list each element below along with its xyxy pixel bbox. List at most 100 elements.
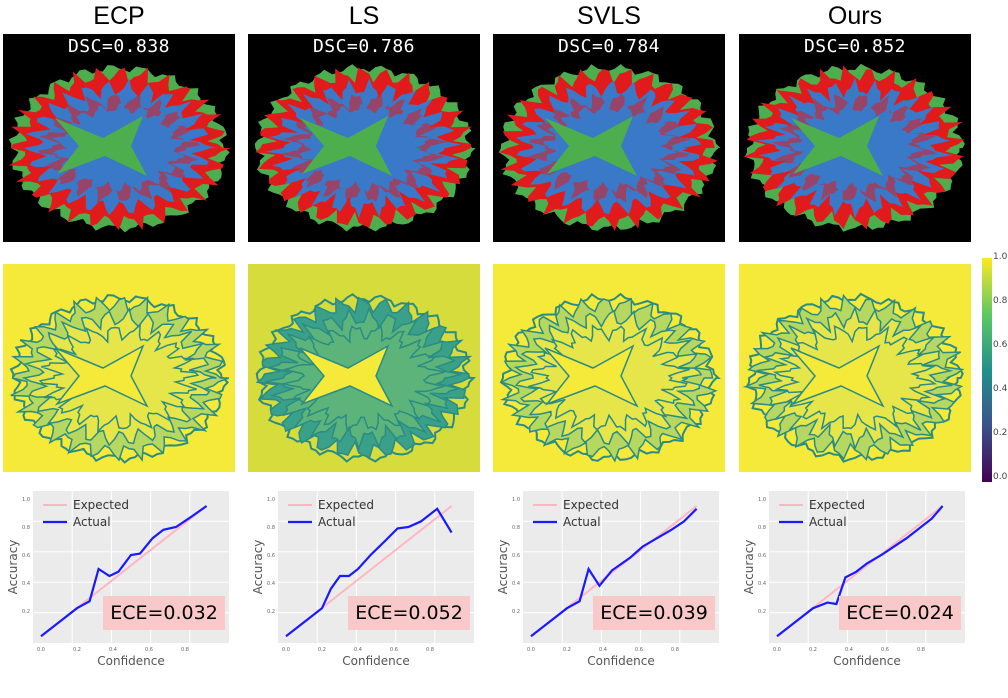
y-axis-label: Accuracy bbox=[6, 540, 20, 595]
dsc-score: DSC=0.784 bbox=[557, 36, 661, 57]
confidence-ventricle bbox=[790, 344, 885, 408]
method-title: ECP bbox=[93, 2, 145, 30]
panel-svls: SVLS DSC=0.784 Expected Actual 0.0 0.2 0.4 0.… bbox=[493, 0, 725, 698]
x-tick-label: 0.4 bbox=[109, 647, 117, 653]
brain-confidence-image bbox=[499, 292, 721, 463]
method-title: Ours bbox=[827, 2, 883, 30]
actual-line bbox=[530, 508, 698, 638]
y-axis-label: Accuracy bbox=[496, 540, 510, 595]
brain-segmentation-image bbox=[8, 65, 231, 233]
dsc-score: DSC=0.838 bbox=[67, 36, 171, 57]
ece-score: ECE=0.032 bbox=[103, 596, 225, 630]
x-tick-label: 0.8 bbox=[426, 647, 434, 653]
x-tick-label: 0.0 bbox=[527, 647, 535, 653]
confidence-ventricle bbox=[299, 344, 394, 408]
y-tick-label: 0.2 bbox=[758, 609, 766, 615]
legend-expected-label: Expected bbox=[563, 498, 619, 512]
legend-expected-label: Expected bbox=[809, 498, 865, 512]
y-tick-label: 1.0 bbox=[512, 497, 520, 503]
x-axis-label: Confidence bbox=[342, 654, 409, 668]
actual-line bbox=[285, 507, 453, 638]
y-tick-label: 0.6 bbox=[512, 553, 520, 559]
confidence-map bbox=[493, 264, 725, 472]
actual-line bbox=[40, 505, 208, 638]
brain-confidence-image bbox=[742, 292, 965, 463]
actual-line bbox=[776, 505, 944, 638]
confidence-ventricle bbox=[54, 344, 149, 408]
brain-ventricle-region bbox=[300, 116, 392, 176]
y-tick-label: 0.2 bbox=[512, 609, 520, 615]
legend-expected-label: Expected bbox=[318, 498, 374, 512]
brain-ventricle-region bbox=[545, 116, 637, 176]
colorbar-tick: 0.8 bbox=[993, 296, 1008, 306]
confidence-ventricle bbox=[544, 344, 639, 408]
x-axis-label: Confidence bbox=[97, 654, 164, 668]
reliability-plot: Expected Actual 0.0 0.2 0.4 0.6 0.8 0.2 0.4 0.6 0.… bbox=[496, 491, 719, 668]
ece-score: ECE=0.052 bbox=[348, 596, 470, 630]
x-tick-label: 0.0 bbox=[282, 647, 290, 653]
method-title: SVLS bbox=[577, 2, 641, 30]
dsc-score: DSC=0.852 bbox=[803, 36, 907, 57]
x-tick-label: 0.8 bbox=[671, 647, 679, 653]
colorbar-tick: 0.2 bbox=[993, 428, 1008, 438]
x-tick-label: 0.6 bbox=[881, 647, 889, 653]
y-axis-label: Accuracy bbox=[742, 540, 756, 595]
x-tick-label: 0.0 bbox=[773, 647, 781, 653]
colorbar-tick: 0.4 bbox=[993, 384, 1008, 394]
y-tick-label: 0.4 bbox=[512, 581, 520, 587]
colorbar-tick: 0.0 bbox=[993, 472, 1008, 482]
confidence-map bbox=[3, 264, 235, 472]
x-tick-label: 0.0 bbox=[37, 647, 45, 653]
brain-segmentation-image bbox=[254, 64, 476, 232]
x-tick-label: 0.6 bbox=[635, 647, 643, 653]
x-axis-label: Confidence bbox=[587, 654, 654, 668]
brain-ventricle-region bbox=[791, 116, 883, 176]
confidence-inner-band bbox=[772, 325, 938, 431]
colorbar-tick: 1.0 bbox=[993, 252, 1008, 262]
y-tick-label: 0.8 bbox=[22, 525, 30, 531]
panel-ours: Ours DSC=0.852 Expected Actual 0.0 0.2 0.4 0.… bbox=[739, 0, 971, 698]
brain-ventricle-region bbox=[55, 116, 147, 176]
segmentation-map: DSC=0.852 bbox=[739, 34, 971, 242]
x-tick-label: 0.2 bbox=[809, 647, 817, 653]
y-tick-label: 0.8 bbox=[758, 525, 766, 531]
legend-actual-label: Actual bbox=[318, 515, 356, 529]
reliability-diagram: Expected Actual 0.0 0.2 0.4 0.6 0.8 0.2 0.4 0.6 0.… bbox=[493, 483, 725, 673]
reliability-diagram: Expected Actual 0.0 0.2 0.4 0.6 0.8 0.2 0.4 0.6 0.… bbox=[739, 483, 971, 673]
panel-ecp: ECP DSC=0.838 Expected Actual 0.0 0.2 0.4 0.6… bbox=[3, 0, 235, 698]
x-axis-label: Confidence bbox=[833, 654, 900, 668]
confidence-outline bbox=[9, 294, 230, 464]
brain-confidence-image bbox=[9, 294, 230, 464]
ece-score: ECE=0.024 bbox=[839, 596, 961, 630]
legend-actual-label: Actual bbox=[73, 515, 111, 529]
x-tick-label: 0.6 bbox=[145, 647, 153, 653]
confidence-map bbox=[248, 264, 480, 472]
colorbar bbox=[982, 258, 992, 482]
x-tick-label: 0.2 bbox=[318, 647, 326, 653]
reliability-diagram: Expected Actual 0.0 0.2 0.4 0.6 0.8 0.2 0.4 0.6 0.… bbox=[3, 483, 235, 673]
x-tick-label: 0.4 bbox=[354, 647, 362, 653]
y-tick-label: 1.0 bbox=[267, 497, 275, 503]
panel-ls: LS DSC=0.786 Expected Actual 0.0 0.2 0.4 0.6 0… bbox=[248, 0, 480, 698]
confidence-inner-band bbox=[282, 323, 446, 433]
legend-actual-label: Actual bbox=[809, 515, 847, 529]
x-tick-label: 0.4 bbox=[845, 647, 853, 653]
reliability-plot: Expected Actual 0.0 0.2 0.4 0.6 0.8 0.2 0.4 0.6 0.… bbox=[742, 491, 965, 668]
y-tick-label: 0.6 bbox=[758, 553, 766, 559]
confidence-outline bbox=[499, 292, 721, 462]
method-title: LS bbox=[348, 2, 380, 30]
segmentation-map: DSC=0.786 bbox=[248, 34, 480, 242]
y-tick-label: 0.4 bbox=[267, 581, 275, 587]
y-axis-label: Accuracy bbox=[251, 540, 265, 595]
y-tick-label: 1.0 bbox=[758, 497, 766, 503]
y-tick-label: 0.6 bbox=[22, 553, 30, 559]
brain-confidence-image bbox=[255, 293, 477, 463]
confidence-inner-band bbox=[528, 324, 690, 432]
y-tick-label: 0.4 bbox=[758, 581, 766, 587]
reliability-plot: Expected Actual 0.0 0.2 0.4 0.6 0.8 0.2 0.4 0.6 0.… bbox=[6, 491, 229, 668]
reliability-diagram: Expected Actual 0.0 0.2 0.4 0.6 0.8 0.2 0.4 0.6 0.… bbox=[248, 483, 480, 673]
reliability-plot: Expected Actual 0.0 0.2 0.4 0.6 0.8 0.2 0.4 0.6 0.… bbox=[251, 491, 474, 668]
x-tick-label: 0.4 bbox=[599, 647, 607, 653]
y-tick-label: 0.6 bbox=[267, 553, 275, 559]
x-tick-label: 0.2 bbox=[73, 647, 81, 653]
